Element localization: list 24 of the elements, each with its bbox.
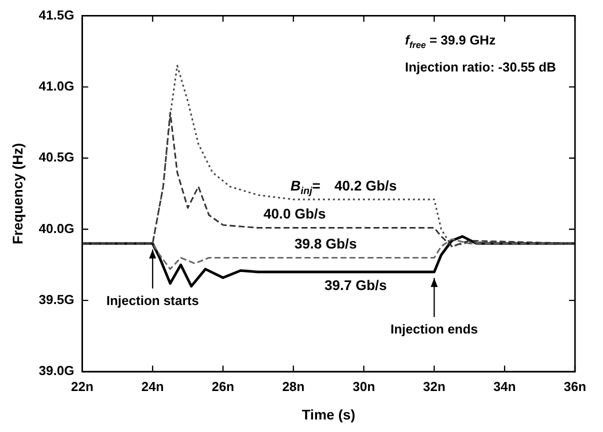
x-tick-label: 32n [423, 378, 446, 394]
x-tick-label: 34n [493, 378, 516, 394]
y-tick-label: 39.5G [38, 292, 74, 308]
line-series [82, 112, 575, 248]
series-label: 40.2 Gb/s [334, 177, 397, 194]
y-tick-label: 40.0G [38, 220, 74, 236]
x-tick-label: 28n [282, 378, 305, 394]
annotation: Injection ratio: -30.55 dB [405, 59, 556, 74]
series-label: 40.0 Gb/s [263, 206, 326, 222]
y-tick-label: 39.0G [38, 363, 74, 378]
x-tick-label: 36n [564, 378, 586, 394]
x-tick-label: 26n [212, 378, 234, 394]
annotation: Injection starts [106, 293, 199, 308]
x-axis-title: Time (s) [302, 406, 356, 422]
x-tick-label: 22n [71, 378, 94, 394]
y-axis-title: Frequency (Hz) [9, 143, 26, 244]
annotation: Injection ends [390, 322, 478, 337]
x-tick-label: 24n [141, 378, 164, 394]
y-tick-label: 41.0G [38, 78, 74, 94]
series-label: 39.7 Gb/s [324, 276, 387, 293]
series-label: 39.8 Gb/s [294, 236, 357, 252]
x-tick-label: 30n [352, 378, 376, 394]
y-tick-label: 40.5G [38, 150, 74, 165]
y-tick-label: 41.5G [38, 7, 74, 22]
